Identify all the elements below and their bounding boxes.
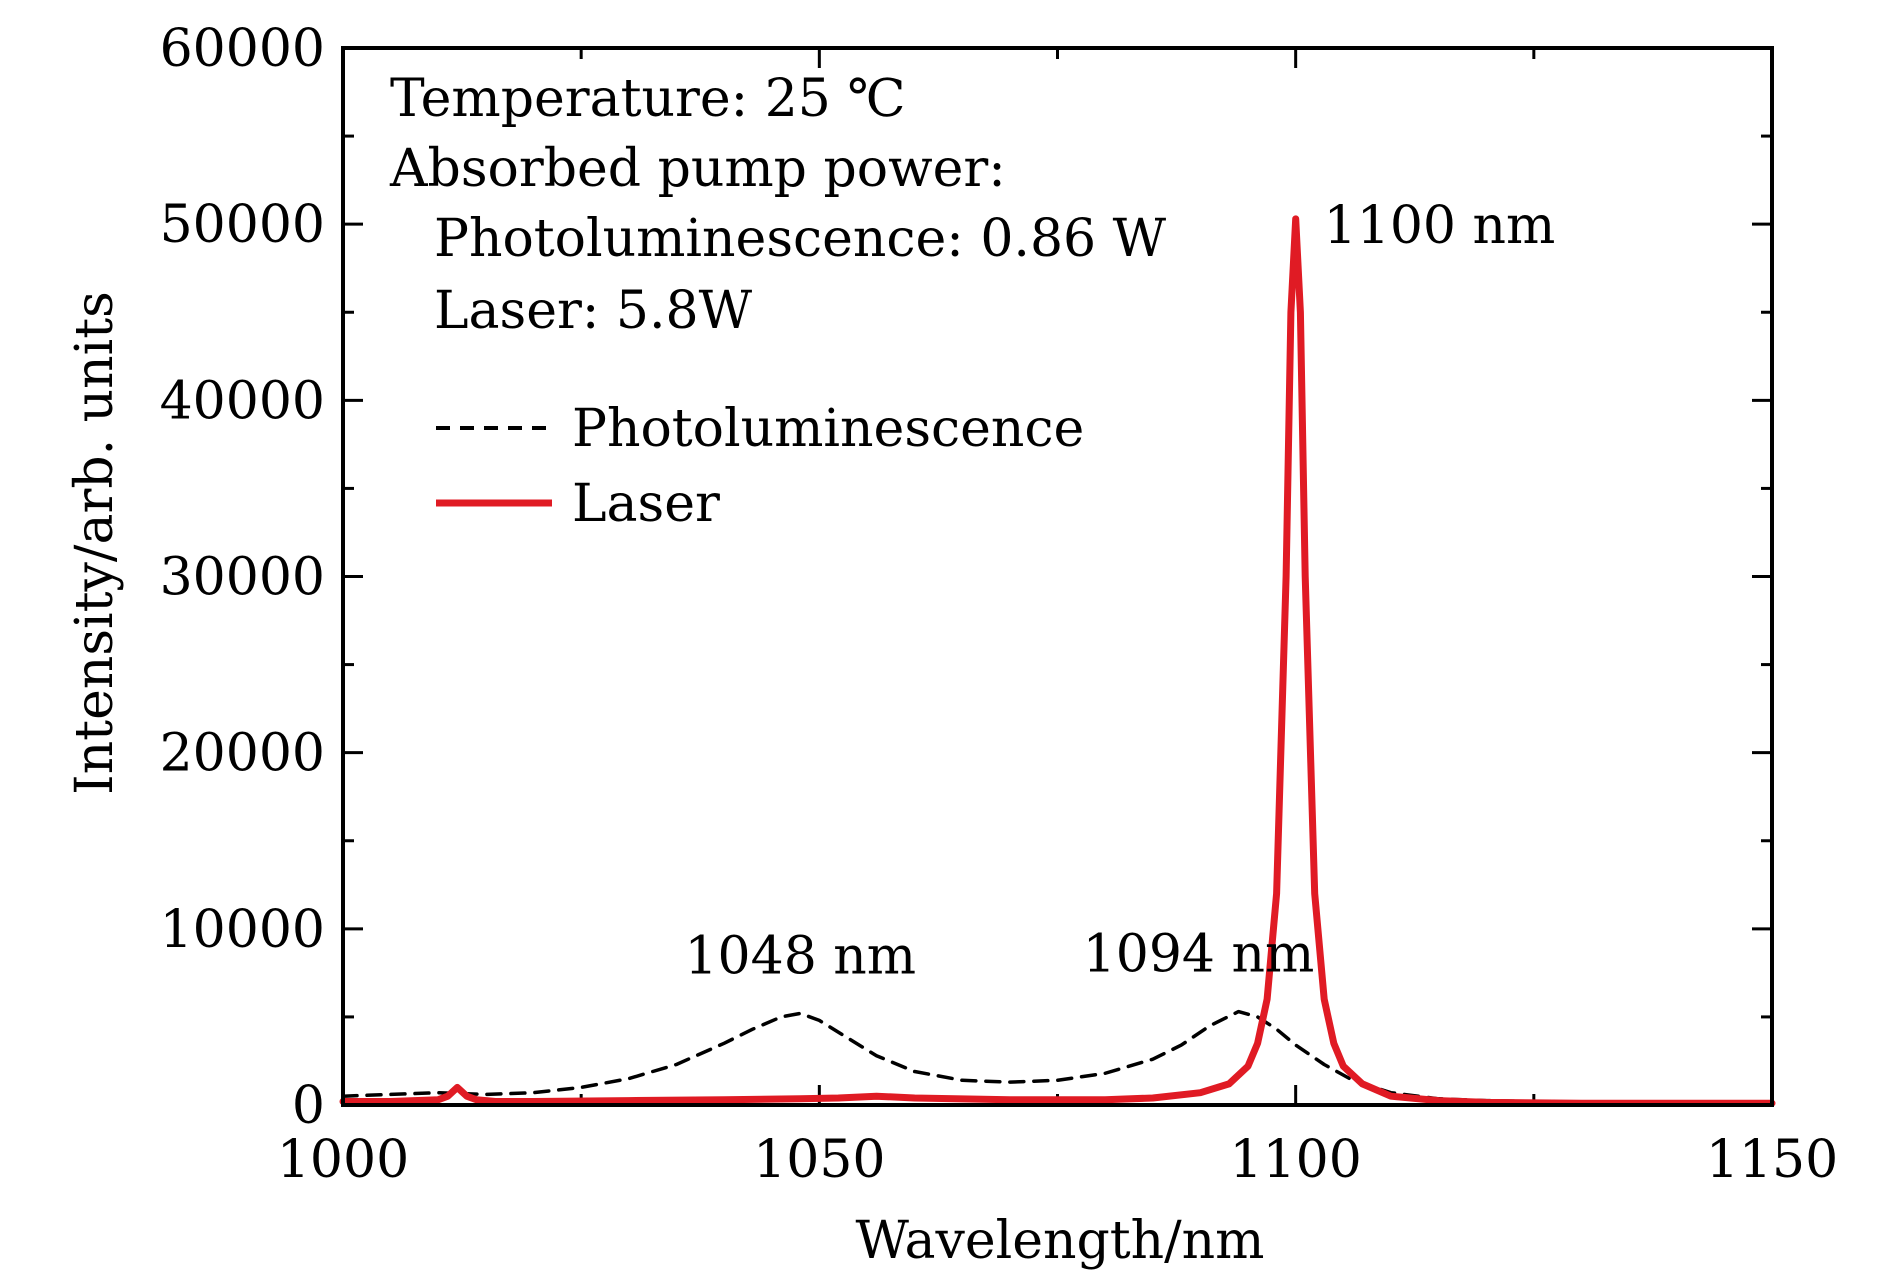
y-tick-label: 0 [292, 1076, 325, 1136]
laser-line [339, 215, 1776, 1107]
peak-label: 1048 nm [684, 926, 916, 986]
annotation-laser-power: Laser: 5.8W [434, 281, 753, 341]
y-tick-label: 20000 [160, 724, 325, 784]
y-tick-label: 60000 [160, 19, 325, 79]
x-tick-label: 1100 [1229, 1130, 1361, 1190]
legend-label-photoluminescence: Photoluminescence [572, 399, 1084, 459]
y-tick-label: 10000 [160, 900, 325, 960]
legend: Photoluminescence Laser [436, 399, 1084, 534]
annotation-temperature: Temperature: 25 ℃ [390, 69, 906, 129]
peak-label: 1094 nm [1083, 925, 1315, 985]
series-layer [339, 215, 1776, 1107]
annotation-pl-power: Photoluminescence: 0.86 W [434, 209, 1167, 269]
peak-label: 1100 nm [1324, 196, 1556, 256]
y-axis-title: Intensity/arb. units [65, 291, 125, 795]
y-tick-label: 40000 [160, 371, 325, 431]
x-tick-label: 1050 [753, 1130, 885, 1190]
axis-ticks: 1000 1050 1100 1150 0 10000 20000 30000 40000 500… [160, 19, 1839, 1190]
y-tick-label: 50000 [160, 195, 325, 255]
annotation-pump-power: Absorbed pump power: [389, 139, 1006, 199]
y-tick-label: 30000 [160, 548, 325, 608]
x-tick-label: 1150 [1706, 1130, 1838, 1190]
x-tick-label: 1000 [277, 1130, 409, 1190]
x-axis-title: Wavelength/nm [856, 1211, 1265, 1271]
conditions-annotation: Temperature: 25 ℃ Absorbed pump power: P… [389, 69, 1167, 341]
legend-label-laser: Laser [572, 474, 720, 534]
plot-frame [341, 46, 1774, 1107]
peak-labels: 1048 nm 1094 nm 1100 nm [684, 196, 1555, 987]
photoluminescence-line [341, 1009, 1774, 1105]
